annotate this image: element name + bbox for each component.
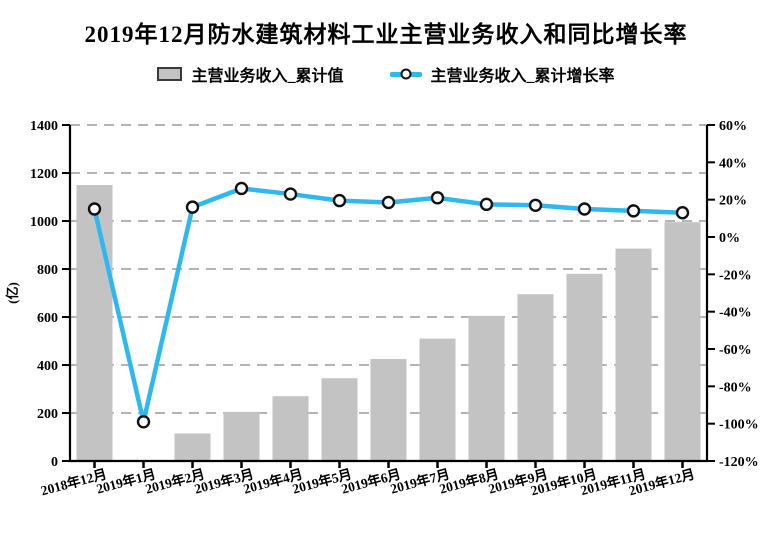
left-tick-label: 600 xyxy=(37,311,58,326)
left-tick-label: 1400 xyxy=(30,119,58,134)
right-tick-label: 0% xyxy=(719,231,740,246)
growth-marker xyxy=(430,191,445,205)
left-tick-label: 800 xyxy=(37,263,58,278)
left-tick-label: 1000 xyxy=(30,215,58,230)
growth-marker xyxy=(283,187,298,201)
bar xyxy=(664,222,701,461)
bar xyxy=(468,315,505,461)
bar xyxy=(566,273,603,461)
right-tick-label: -20% xyxy=(719,268,752,283)
right-tick-label: -120% xyxy=(719,455,759,470)
left-axis-unit-label: (亿) xyxy=(5,282,20,304)
growth-marker xyxy=(87,202,102,216)
growth-marker xyxy=(234,181,249,196)
growth-marker xyxy=(577,202,592,216)
growth-marker xyxy=(185,200,200,214)
right-tick-label: 60% xyxy=(719,119,747,134)
bar-swatch-icon xyxy=(157,67,183,81)
line-swatch-icon xyxy=(389,68,422,80)
bar xyxy=(223,411,260,461)
bar xyxy=(419,338,456,461)
growth-marker xyxy=(528,198,543,212)
legend-label-revenue: 主营业务收入_累计值 xyxy=(191,68,344,85)
growth-marker xyxy=(626,204,641,218)
bar xyxy=(517,294,554,461)
growth-marker xyxy=(381,195,396,210)
right-tick-label: 40% xyxy=(719,156,747,171)
right-tick-label: -100% xyxy=(719,418,759,433)
chart-title: 2019年12月防水建筑材料工业主营业务收入和同比增长率 xyxy=(84,22,688,47)
bar xyxy=(76,185,113,461)
bar xyxy=(370,359,407,461)
right-tick-label: -80% xyxy=(719,380,752,395)
left-tick-label: 400 xyxy=(37,359,58,374)
bar xyxy=(272,396,309,461)
left-tick-label: 200 xyxy=(37,407,58,422)
growth-marker xyxy=(479,197,494,212)
right-tick-label: -40% xyxy=(719,306,752,321)
growth-marker xyxy=(136,415,151,429)
legend-item-growth: 主营业务收入_累计增长率 xyxy=(389,62,615,86)
legend: 主营业务收入_累计值 主营业务收入_累计增长率 xyxy=(0,62,772,86)
bar xyxy=(174,433,211,461)
legend-item-revenue: 主营业务收入_累计值 xyxy=(157,62,344,86)
marker-dot-icon xyxy=(400,68,411,80)
bar xyxy=(321,378,358,461)
right-tick-label: 20% xyxy=(719,194,747,209)
legend-label-growth: 主营业务收入_累计增长率 xyxy=(430,68,615,85)
growth-marker xyxy=(675,206,690,220)
bar xyxy=(615,248,652,461)
left-tick-label: 0 xyxy=(51,455,58,470)
left-tick-label: 1200 xyxy=(30,167,58,182)
growth-marker xyxy=(332,193,347,208)
right-tick-label: -60% xyxy=(719,343,752,358)
